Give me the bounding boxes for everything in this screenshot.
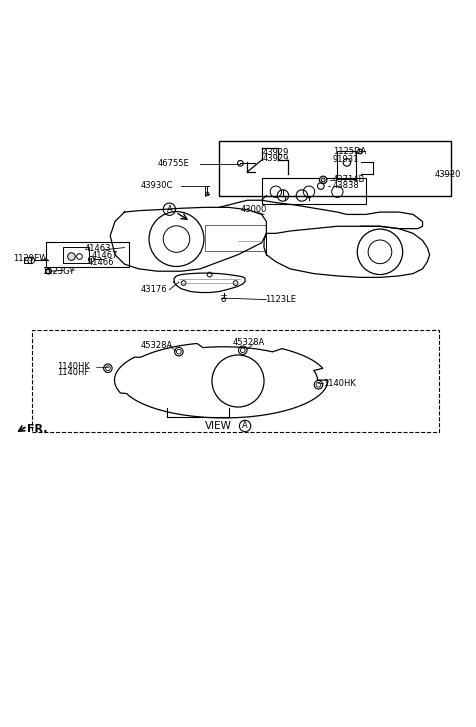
Text: 1140HK: 1140HK <box>57 362 90 371</box>
Text: 46755E: 46755E <box>158 158 189 168</box>
Bar <box>219 141 451 196</box>
Text: VIEW: VIEW <box>205 421 232 431</box>
Text: 41467: 41467 <box>91 251 118 260</box>
Circle shape <box>46 268 51 274</box>
Text: A: A <box>167 205 172 214</box>
Circle shape <box>319 176 327 184</box>
Text: A: A <box>242 422 248 430</box>
Text: 43920: 43920 <box>435 170 461 179</box>
Text: 43929: 43929 <box>263 148 289 157</box>
Text: 45328A: 45328A <box>141 340 173 350</box>
Text: 43714B: 43714B <box>333 175 365 184</box>
Text: 1129EW: 1129EW <box>13 254 48 263</box>
Text: 91931: 91931 <box>333 155 359 164</box>
Bar <box>205 225 267 251</box>
Bar <box>45 269 49 273</box>
Text: 43176: 43176 <box>141 285 168 294</box>
Text: 41466: 41466 <box>88 258 114 268</box>
Text: 43929: 43929 <box>263 153 289 163</box>
Text: 1125DA: 1125DA <box>333 147 366 156</box>
Bar <box>32 330 439 432</box>
Bar <box>337 150 357 179</box>
Text: 41463: 41463 <box>84 244 111 253</box>
Text: 1123GY: 1123GY <box>41 267 74 276</box>
Text: 45328A: 45328A <box>232 338 265 348</box>
Bar <box>262 177 366 204</box>
Text: 1140HF: 1140HF <box>57 369 89 377</box>
Text: 1140HK: 1140HK <box>323 379 356 388</box>
Text: FR.: FR. <box>28 424 48 434</box>
Bar <box>63 246 89 263</box>
Bar <box>46 242 129 267</box>
Bar <box>24 257 31 263</box>
Text: 43838: 43838 <box>333 181 359 190</box>
Text: 43000: 43000 <box>240 205 267 214</box>
Text: 1123LE: 1123LE <box>266 295 297 304</box>
Circle shape <box>68 253 75 260</box>
Text: 43930C: 43930C <box>141 180 173 190</box>
